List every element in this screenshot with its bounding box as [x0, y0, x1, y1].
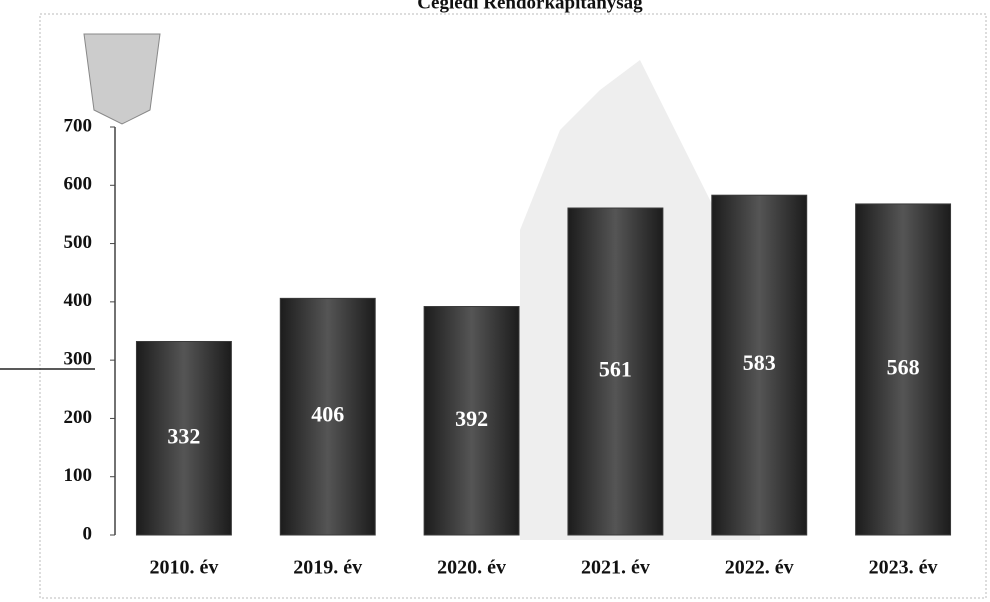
- data-label: 332: [167, 423, 200, 448]
- bar: [279, 297, 376, 536]
- x-tick-label: 2021. év: [581, 557, 650, 579]
- x-tick-label: 2023. év: [869, 557, 938, 579]
- bar: [135, 340, 232, 536]
- x-tick-label: 2010. év: [149, 557, 218, 579]
- frame: [39, 13, 987, 599]
- y-tick-label: 200: [64, 407, 93, 428]
- y-tick-label: 600: [64, 174, 93, 195]
- data-label: 392: [455, 406, 488, 431]
- bar: [423, 306, 520, 536]
- x-tick-label: 2020. év: [437, 557, 506, 579]
- data-label: 561: [599, 357, 632, 382]
- y-tick-label: 0: [83, 523, 93, 544]
- logo: [83, 33, 161, 125]
- x-tick-label: 2022. év: [725, 557, 794, 579]
- data-label: 568: [887, 355, 920, 380]
- bar: [711, 194, 808, 536]
- x-tick-label: 2019. év: [293, 557, 362, 579]
- y-tick-label: 100: [64, 465, 93, 486]
- data-label: 583: [743, 350, 776, 375]
- bar: [855, 203, 952, 536]
- y-tick-label: 300: [64, 349, 93, 370]
- y-tick-label: 500: [64, 232, 93, 253]
- y-tick-label: 400: [64, 290, 93, 311]
- y-tick-label: 700: [64, 115, 93, 136]
- data-label: 406: [311, 402, 344, 427]
- chart-title: Ceglédi Rendőrkapitányság: [417, 0, 643, 13]
- bar: [567, 207, 664, 536]
